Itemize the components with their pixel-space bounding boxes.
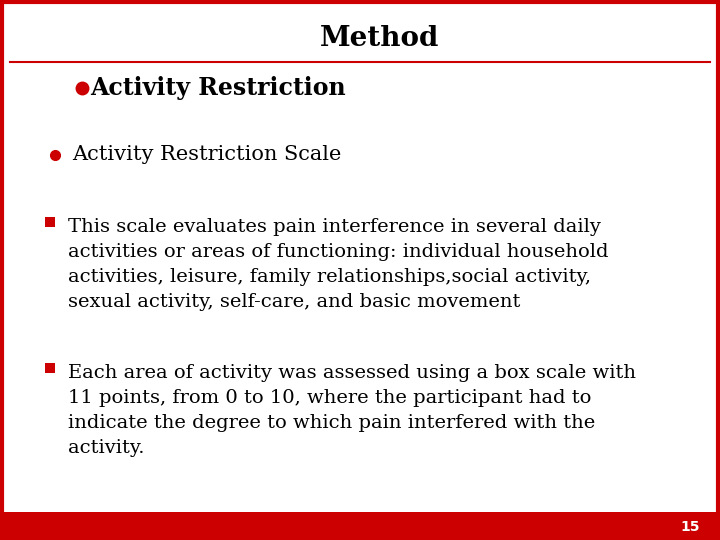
Text: 15: 15 — [680, 520, 700, 534]
Text: Each area of activity was assessed using a box scale with
11 points, from 0 to 1: Each area of activity was assessed using… — [68, 364, 636, 457]
Bar — [2, 512, 718, 538]
Text: Activity Restriction: Activity Restriction — [90, 76, 346, 100]
Text: Activity Restriction Scale: Activity Restriction Scale — [72, 145, 341, 165]
Text: Method: Method — [320, 24, 440, 51]
Text: This scale evaluates pain interference in several daily
activities or areas of f: This scale evaluates pain interference i… — [68, 218, 608, 311]
